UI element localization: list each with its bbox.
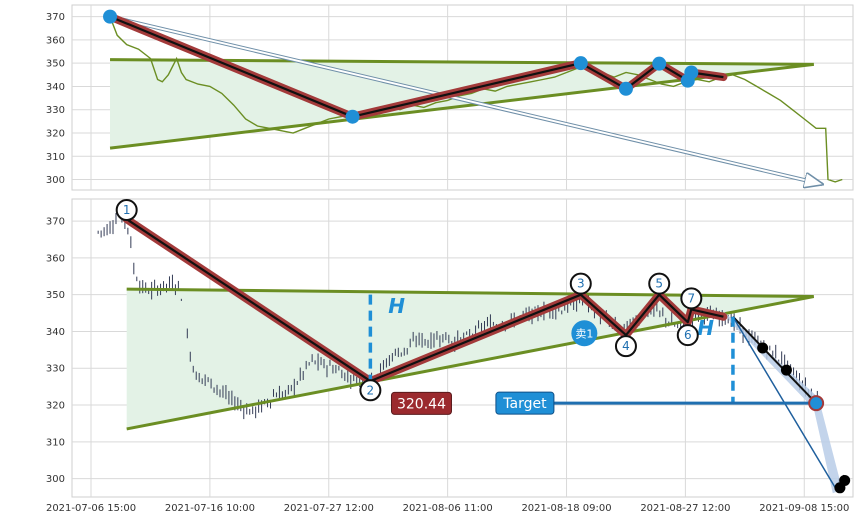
pivot-label: 2 bbox=[367, 383, 375, 397]
y-tick-label: 370 bbox=[46, 217, 65, 228]
x-tick-label: 2021-08-18 09:00 bbox=[521, 503, 611, 514]
target-box bbox=[495, 391, 555, 415]
bottom-panel: 300 310 320 330 340 350 360 370 H H 1 2 3 4 5 6 7 卖1 320.… bbox=[46, 198, 854, 498]
pivot-marker bbox=[103, 9, 118, 24]
x-tick-labels: 2021-07-06 15:00 2021-07-16 10:00 2021-07-… bbox=[46, 503, 849, 514]
target-dot bbox=[808, 395, 825, 412]
y-tick-label: 310 bbox=[46, 152, 65, 163]
pivot-circle bbox=[614, 335, 637, 358]
pivot-circle bbox=[115, 199, 138, 222]
x-tick-label: 2021-07-16 10:00 bbox=[165, 503, 255, 514]
pivot-circle bbox=[676, 324, 699, 347]
pivot-marker bbox=[652, 56, 667, 71]
pivot-label: 5 bbox=[655, 277, 663, 291]
y-tick-label: 340 bbox=[46, 82, 65, 93]
pivot-marker bbox=[345, 109, 360, 124]
y-tick-label: 320 bbox=[46, 128, 65, 139]
y-tick-label: 330 bbox=[46, 105, 65, 116]
black-dot bbox=[757, 342, 769, 354]
top-content bbox=[103, 9, 843, 185]
pivot-label: 1 bbox=[123, 203, 131, 217]
y-tick-label: 320 bbox=[46, 401, 65, 412]
black-dot bbox=[839, 474, 851, 486]
pivot-label: 7 bbox=[688, 291, 696, 305]
pivot-marker bbox=[618, 81, 633, 96]
lower-trendline bbox=[109, 62, 814, 150]
y-tick-label: 360 bbox=[46, 35, 65, 46]
y-tick-label: 360 bbox=[46, 253, 65, 264]
pivot-label: 6 bbox=[684, 328, 692, 342]
black-dot bbox=[780, 364, 792, 376]
y-tick-label: 350 bbox=[46, 290, 65, 301]
sell-marker bbox=[571, 320, 598, 347]
pivot-circle bbox=[359, 379, 382, 402]
x-tick-label: 2021-07-06 15:00 bbox=[46, 503, 136, 514]
pivot-label: 4 bbox=[622, 339, 630, 353]
pivot-circle bbox=[680, 287, 703, 310]
bottom-ytick-labels: 300 310 320 330 340 350 360 370 bbox=[46, 217, 65, 486]
zigzag-inner bbox=[126, 218, 724, 383]
target-price-label: 320.44 bbox=[397, 396, 446, 412]
y-tick-label: 310 bbox=[46, 437, 65, 448]
triangle-area bbox=[126, 289, 814, 429]
top-ytick-labels: 300 310 320 330 340 350 360 370 bbox=[46, 12, 65, 186]
y-tick-label: 330 bbox=[46, 364, 65, 375]
forecast-line bbox=[732, 316, 817, 404]
height-label-down: H bbox=[697, 316, 714, 340]
diagonal-arrow bbox=[109, 15, 822, 185]
sell-marker-label: 卖1 bbox=[575, 327, 593, 340]
pivot-circle bbox=[569, 272, 592, 295]
pivot-marker bbox=[573, 56, 588, 71]
y-tick-label: 300 bbox=[46, 474, 65, 485]
y-tick-label: 340 bbox=[46, 327, 65, 338]
top-panel: 300 310 320 330 340 350 360 370 bbox=[46, 4, 854, 191]
x-tick-label: 2021-09-08 15:00 bbox=[759, 503, 849, 514]
upper-trendline bbox=[110, 58, 814, 66]
height-label-up: H bbox=[388, 294, 405, 318]
pivot-label: 3 bbox=[577, 277, 585, 291]
x-tick-label: 2021-08-06 11:00 bbox=[403, 503, 493, 514]
y-tick-label: 300 bbox=[46, 175, 65, 186]
y-tick-label: 370 bbox=[46, 12, 65, 23]
pivot-circle bbox=[648, 272, 671, 295]
target-label: Target bbox=[502, 396, 547, 412]
target-price-box bbox=[390, 391, 452, 415]
bottom-content: H H 1 2 3 4 5 6 7 卖1 320.44 Target bbox=[97, 199, 851, 494]
lower-trendline bbox=[126, 295, 815, 431]
x-tick-label: 2021-08-27 12:00 bbox=[640, 503, 730, 514]
pivot-marker bbox=[684, 65, 699, 80]
y-tick-label: 350 bbox=[46, 59, 65, 70]
x-tick-label: 2021-07-27 12:00 bbox=[284, 503, 374, 514]
